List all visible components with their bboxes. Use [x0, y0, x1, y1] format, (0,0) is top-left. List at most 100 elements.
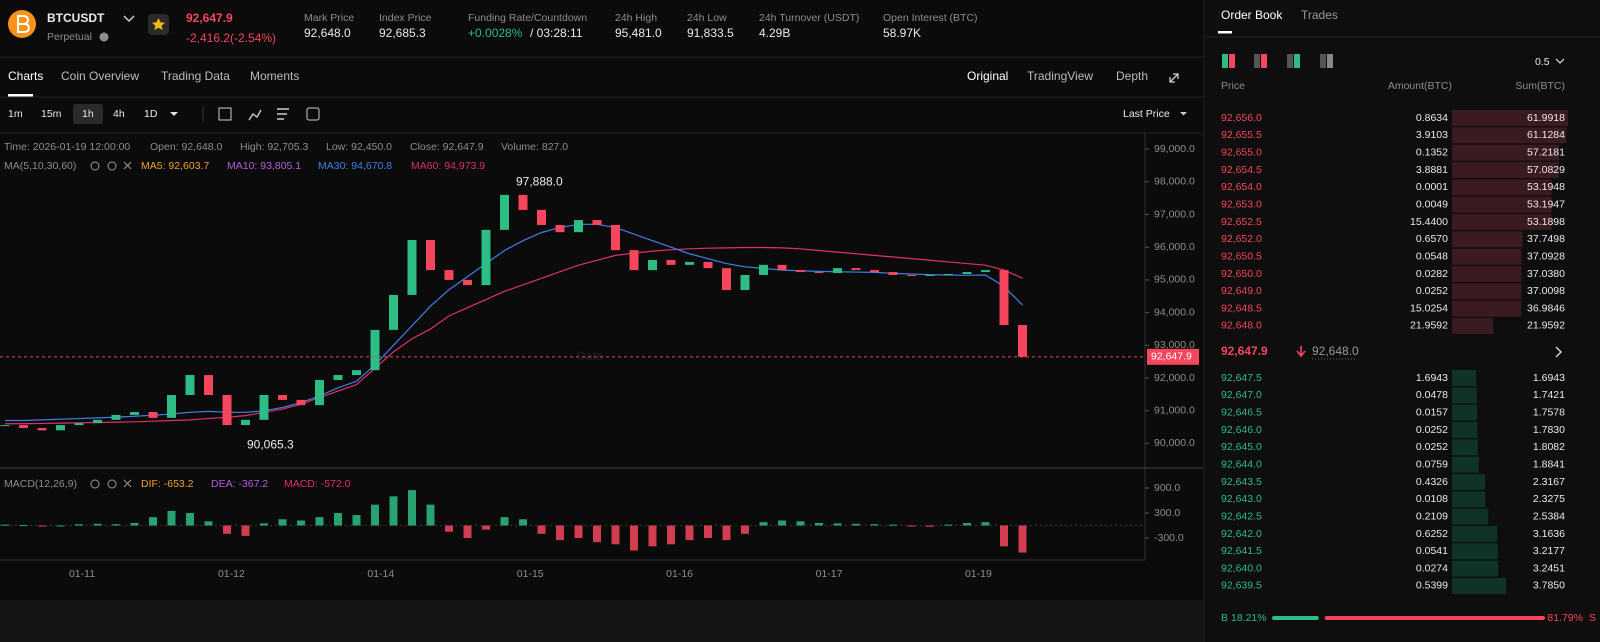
- symbol[interactable]: BTCUSDT: [47, 11, 105, 25]
- price[interactable]: 92,655.0: [1221, 146, 1262, 158]
- price[interactable]: 92,652.5: [1221, 216, 1262, 228]
- dropdown-icon[interactable]: [170, 112, 178, 116]
- price[interactable]: 92,652.0: [1221, 233, 1262, 245]
- macd-bar: [500, 517, 509, 526]
- depth-bar: [1452, 560, 1499, 577]
- y-tick-label: 91,000.0: [1154, 404, 1195, 416]
- macd-bar: [722, 525, 731, 541]
- settings-icon[interactable]: [107, 479, 117, 489]
- y-tick-label: 97,000.0: [1154, 208, 1195, 220]
- stat-label: 24h Turnover (USDT): [759, 12, 859, 24]
- depth-bar: [1452, 508, 1489, 525]
- price[interactable]: 92,639.5: [1221, 580, 1262, 592]
- price[interactable]: 92,641.5: [1221, 545, 1262, 557]
- dropdown-icon[interactable]: [123, 15, 135, 23]
- expand-icon[interactable]: [1169, 73, 1179, 83]
- indicator-icon[interactable]: [218, 107, 232, 121]
- macd-bar: [648, 525, 657, 547]
- interval[interactable]: 1D: [144, 108, 158, 120]
- tab[interactable]: Coin Overview: [61, 69, 139, 83]
- price[interactable]: 92,647.0: [1221, 389, 1262, 401]
- price[interactable]: 92,654.5: [1221, 164, 1262, 176]
- active-tab-underline: [8, 94, 33, 97]
- mark-price[interactable]: 92,648.0: [1312, 344, 1359, 358]
- settings-icon[interactable]: [277, 108, 289, 120]
- candle: [167, 395, 176, 418]
- depth-bar: [1452, 491, 1486, 508]
- interval[interactable]: 4h: [113, 108, 125, 120]
- tab[interactable]: Trading Data: [161, 69, 230, 83]
- price[interactable]: 92,640.0: [1221, 562, 1262, 574]
- drawing-icon[interactable]: [248, 109, 262, 121]
- precision[interactable]: 0.5: [1535, 56, 1550, 68]
- price[interactable]: 92,642.0: [1221, 528, 1262, 540]
- view-option[interactable]: TradingView: [1027, 69, 1093, 83]
- macd-bar: [75, 524, 83, 526]
- dropdown-icon[interactable]: [1180, 112, 1187, 116]
- visibility-icon[interactable]: [90, 161, 100, 171]
- candle: [555, 224, 565, 233]
- price[interactable]: 92,655.5: [1221, 129, 1262, 141]
- book-tab[interactable]: Trades: [1301, 8, 1338, 22]
- amount: 0.0001: [1416, 181, 1448, 193]
- macd-bar: [426, 504, 435, 526]
- sum: 53.1898: [1527, 216, 1565, 228]
- depth-bar: [1452, 213, 1552, 230]
- price[interactable]: 92,647.5: [1221, 372, 1262, 384]
- x-tick-label: 01-16: [666, 568, 693, 580]
- depth-bar: [1452, 161, 1559, 178]
- stat-value: +0.0028%: [468, 26, 523, 40]
- price[interactable]: 92,649.0: [1221, 285, 1262, 297]
- macd-tick-label: 300.0: [1154, 507, 1180, 519]
- candle: [666, 259, 676, 265]
- book-tab[interactable]: Order Book: [1221, 8, 1283, 22]
- macd-bar: [574, 525, 583, 539]
- price[interactable]: 92,654.0: [1221, 181, 1262, 193]
- price[interactable]: 92,650.0: [1221, 268, 1262, 280]
- tab[interactable]: Charts: [8, 69, 43, 83]
- interval[interactable]: 1h: [82, 108, 94, 120]
- candle: [444, 270, 454, 280]
- chevron-icon[interactable]: [1555, 346, 1563, 358]
- macd-bar: [186, 512, 194, 526]
- price[interactable]: 92,656.0: [1221, 112, 1262, 124]
- view-option[interactable]: Depth: [1116, 69, 1148, 83]
- price-type[interactable]: Last Price: [1123, 108, 1170, 120]
- price[interactable]: 92,645.0: [1221, 441, 1262, 453]
- settings-icon[interactable]: [107, 161, 117, 171]
- layout-icon[interactable]: [306, 107, 320, 121]
- price[interactable]: 92,644.0: [1221, 458, 1262, 470]
- depth-mode-icons[interactable]: [1222, 54, 1333, 68]
- price[interactable]: 92,642.5: [1221, 510, 1262, 522]
- price[interactable]: 92,643.0: [1221, 493, 1262, 505]
- price[interactable]: 92,648.5: [1221, 302, 1262, 314]
- candle: [222, 395, 232, 426]
- candle: [1018, 325, 1027, 357]
- price[interactable]: 92,648.0: [1221, 320, 1262, 332]
- price[interactable]: 92,646.0: [1221, 424, 1262, 436]
- visibility-icon[interactable]: [90, 479, 100, 489]
- candle: [204, 375, 213, 396]
- amount: 0.4326: [1416, 476, 1448, 488]
- interval[interactable]: 15m: [41, 108, 62, 120]
- price[interactable]: 92,653.0: [1221, 198, 1262, 210]
- info-icon[interactable]: [99, 32, 109, 42]
- close-icon[interactable]: [123, 161, 132, 170]
- tab[interactable]: Moments: [250, 69, 299, 83]
- candle: [648, 259, 657, 271]
- close-icon[interactable]: [123, 479, 132, 488]
- high-label: 97,888.0: [516, 175, 563, 189]
- view-option[interactable]: Original: [967, 69, 1008, 83]
- sum: 3.2451: [1533, 562, 1565, 574]
- candle: [851, 268, 861, 271]
- macd-tick-label: -300.0: [1154, 532, 1184, 544]
- candle: [925, 274, 935, 276]
- interval[interactable]: 1m: [8, 108, 23, 120]
- x-tick-label: 01-17: [816, 568, 843, 580]
- dropdown-icon[interactable]: [1555, 58, 1565, 64]
- price[interactable]: 92,650.5: [1221, 250, 1262, 262]
- candle: [370, 329, 380, 371]
- price[interactable]: 92,646.5: [1221, 406, 1262, 418]
- price-change: -2,416.2(-2.54%): [186, 31, 276, 45]
- price[interactable]: 92,643.5: [1221, 476, 1262, 488]
